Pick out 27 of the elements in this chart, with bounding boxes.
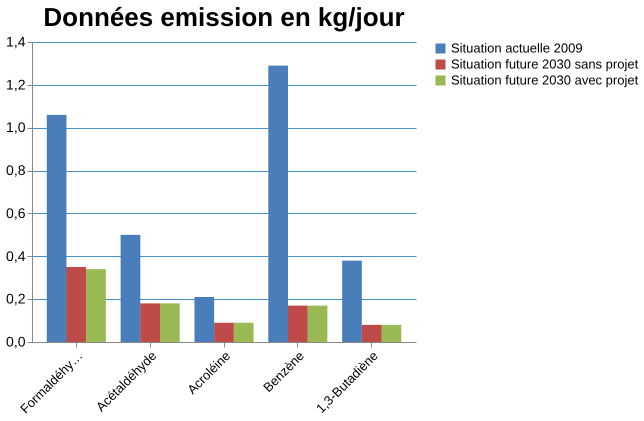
bar [234, 322, 254, 342]
bar [86, 269, 106, 342]
bar [140, 303, 160, 342]
bar [362, 324, 382, 342]
y-tick-label: 0,6 [6, 204, 26, 221]
bar [288, 306, 308, 342]
bar [268, 66, 288, 342]
bar [120, 234, 140, 342]
chart-title: Données emission en kg/jour [43, 2, 405, 32]
y-tick-label: 0,8 [6, 162, 26, 178]
bar [160, 303, 180, 342]
y-tick-label: 1,2 [6, 76, 26, 92]
legend-label: Situation future 2030 sans projet [451, 56, 639, 72]
y-tick-label: 0,4 [6, 248, 26, 264]
bar [214, 322, 234, 342]
legend-label: Situation actuelle 2009 [451, 40, 583, 56]
y-tick-label: 1,4 [6, 34, 26, 50]
bar [342, 260, 362, 342]
y-tick-label: 0,2 [6, 290, 26, 307]
y-tick-label: 1,0 [6, 119, 26, 136]
legend-label: Situation future 2030 avec projet [451, 72, 639, 88]
y-tick-label: 0,0 [6, 334, 26, 350]
bar [308, 306, 328, 342]
bar [46, 114, 66, 342]
bar [194, 297, 214, 342]
bar [382, 324, 402, 342]
bar [66, 267, 86, 342]
